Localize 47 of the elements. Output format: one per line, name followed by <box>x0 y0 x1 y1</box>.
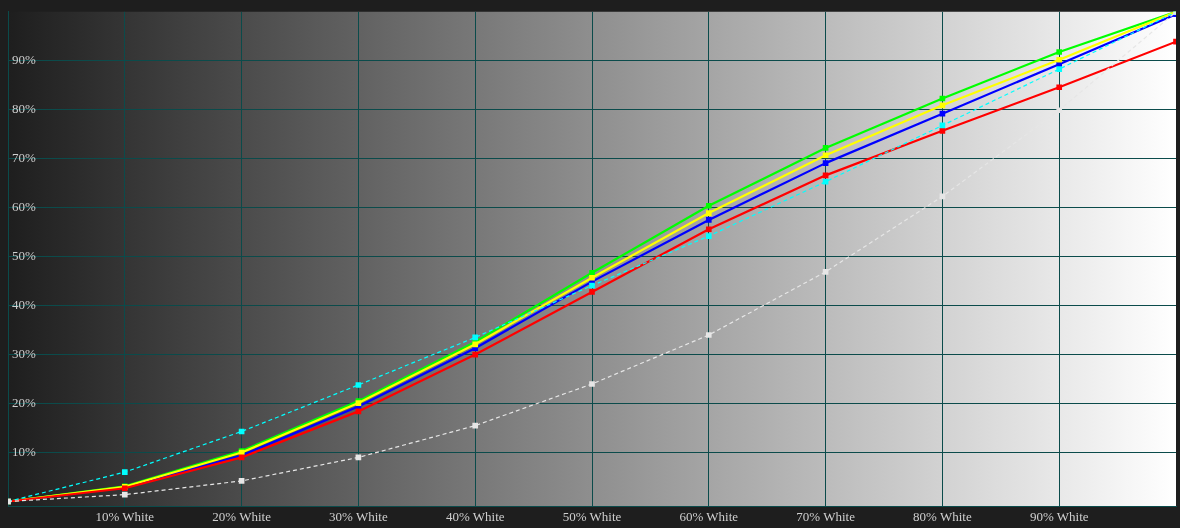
y-tick-label: 70% <box>12 150 36 166</box>
y-tick-label: 30% <box>12 346 36 362</box>
point <box>121 469 128 475</box>
x-tick-label: 40% White <box>445 508 505 524</box>
y-tick-label: 80% <box>12 101 36 117</box>
y-tick-label: 60% <box>12 199 36 215</box>
point <box>705 210 712 216</box>
point <box>822 145 829 151</box>
point <box>238 478 245 484</box>
x-tick-label: 60% White <box>679 508 739 524</box>
y-tick-label: 20% <box>12 394 36 410</box>
point <box>589 381 595 387</box>
point <box>589 274 595 281</box>
x-tick-label: 10% White <box>95 508 155 524</box>
point <box>472 422 479 429</box>
y-tick-label: 10% <box>12 443 36 459</box>
point <box>705 233 712 239</box>
point <box>939 127 946 134</box>
point <box>822 269 829 275</box>
point <box>705 202 712 209</box>
point <box>1056 56 1063 63</box>
point <box>705 332 712 338</box>
x-tick-label: 80% White <box>913 508 972 524</box>
x-tick-label: 30% White <box>329 508 388 524</box>
point <box>589 269 595 276</box>
point <box>1056 107 1063 114</box>
x-tick-label: 70% White <box>796 508 856 524</box>
point <box>822 178 829 185</box>
point <box>355 382 362 388</box>
point <box>705 217 712 223</box>
x-tick-label: 50% White <box>562 508 622 524</box>
point <box>589 282 595 289</box>
x-tick-label: 90% White <box>1029 508 1089 524</box>
point <box>1056 84 1063 91</box>
point <box>705 226 712 233</box>
x-tick-label: 20% White <box>212 508 272 524</box>
point <box>822 152 829 159</box>
point <box>1056 66 1063 72</box>
point <box>472 334 479 341</box>
y-tick-label: 40% <box>12 297 36 313</box>
point <box>589 289 595 295</box>
point <box>472 351 479 358</box>
point <box>121 491 128 498</box>
point <box>822 160 829 166</box>
point <box>1056 49 1063 55</box>
y-tick-label: 50% <box>12 248 36 264</box>
y-tick-label: 90% <box>12 52 36 68</box>
